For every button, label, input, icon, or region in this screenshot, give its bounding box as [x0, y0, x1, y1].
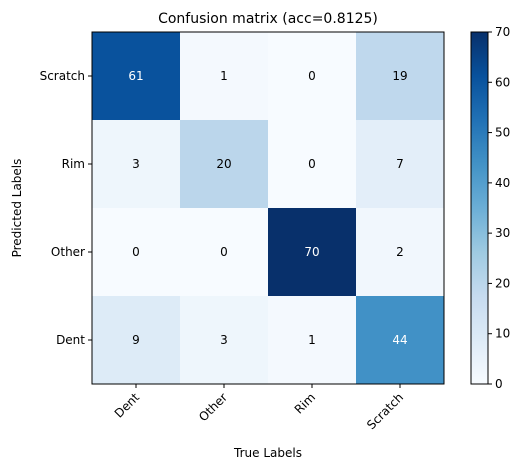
cell-value-label: 20 — [216, 157, 231, 171]
x-tick-label: Other — [196, 390, 230, 424]
heatmap-cell — [180, 208, 268, 296]
cell-value-label: 3 — [132, 157, 140, 171]
cell-value-label: 3 — [220, 333, 228, 347]
heatmap-cell — [92, 208, 180, 296]
x-axis-label: True Labels — [233, 446, 302, 460]
y-axis-label: Predicted Labels — [10, 159, 24, 258]
colorbar-tick-label: 0 — [495, 377, 503, 391]
plot-frame — [91, 31, 445, 385]
cell-value-label: 19 — [392, 69, 407, 83]
heatmap-cell — [268, 208, 356, 296]
heatmap-cell — [92, 120, 180, 208]
cell-value-label: 1 — [308, 333, 316, 347]
y-axis-ticks: Scratch Rim Other Dent — [40, 69, 92, 347]
heatmap-cell — [268, 32, 356, 120]
cell-value-label: 2 — [396, 245, 404, 259]
y-tick-label: Dent — [56, 333, 85, 347]
x-tick-label: Dent — [112, 390, 143, 421]
cell-value-label: 0 — [308, 157, 316, 171]
heatmap-cell — [92, 32, 180, 120]
heatmap-cell — [356, 120, 444, 208]
heatmap-cells: 61 1 0 193 20 0 70 0 70 29 3 1 44 — [91, 31, 445, 385]
cell-value-label: 9 — [132, 333, 140, 347]
colorbar-tick-label: 40 — [495, 176, 510, 190]
cell-value-label: 1 — [220, 69, 228, 83]
heatmap-cell — [268, 120, 356, 208]
heatmap-cell — [356, 208, 444, 296]
x-tick-label: Scratch — [364, 390, 406, 432]
heatmap-cell — [180, 32, 268, 120]
chart-title: Confusion matrix (acc=0.8125) — [158, 11, 378, 27]
cell-value-label: 70 — [304, 245, 319, 259]
y-tick-label: Other — [51, 245, 85, 259]
cell-value-label: 0 — [308, 69, 316, 83]
cell-value-label: 0 — [132, 245, 140, 259]
cell-value-label: 0 — [220, 245, 228, 259]
cell-value-label: 61 — [128, 69, 143, 83]
colorbar-gradient — [470, 31, 489, 385]
heatmap-cell — [268, 296, 356, 384]
cell-value-label: 7 — [396, 157, 404, 171]
heatmap-cell — [180, 120, 268, 208]
colorbar-tick-label: 10 — [495, 327, 510, 341]
colorbar: 0 10 20 30 40 50 60 70 — [470, 25, 510, 391]
colorbar-tick-label: 70 — [495, 25, 510, 39]
heatmap-cell — [180, 296, 268, 384]
heatmap-cell — [92, 296, 180, 384]
colorbar-tick-label: 50 — [495, 126, 510, 140]
y-tick-label: Scratch — [40, 69, 85, 83]
colorbar-tick-label: 30 — [495, 226, 510, 240]
heatmap-cell — [356, 296, 444, 384]
colorbar-tick-label: 20 — [495, 276, 510, 290]
cell-value-label: 44 — [392, 333, 407, 347]
heatmap-cell — [356, 32, 444, 120]
x-tick-label: Rim — [292, 390, 318, 416]
x-axis-ticks: Dent Other Rim Scratch — [112, 384, 406, 432]
colorbar-tick-label: 60 — [495, 75, 510, 89]
y-tick-label: Rim — [62, 157, 85, 171]
